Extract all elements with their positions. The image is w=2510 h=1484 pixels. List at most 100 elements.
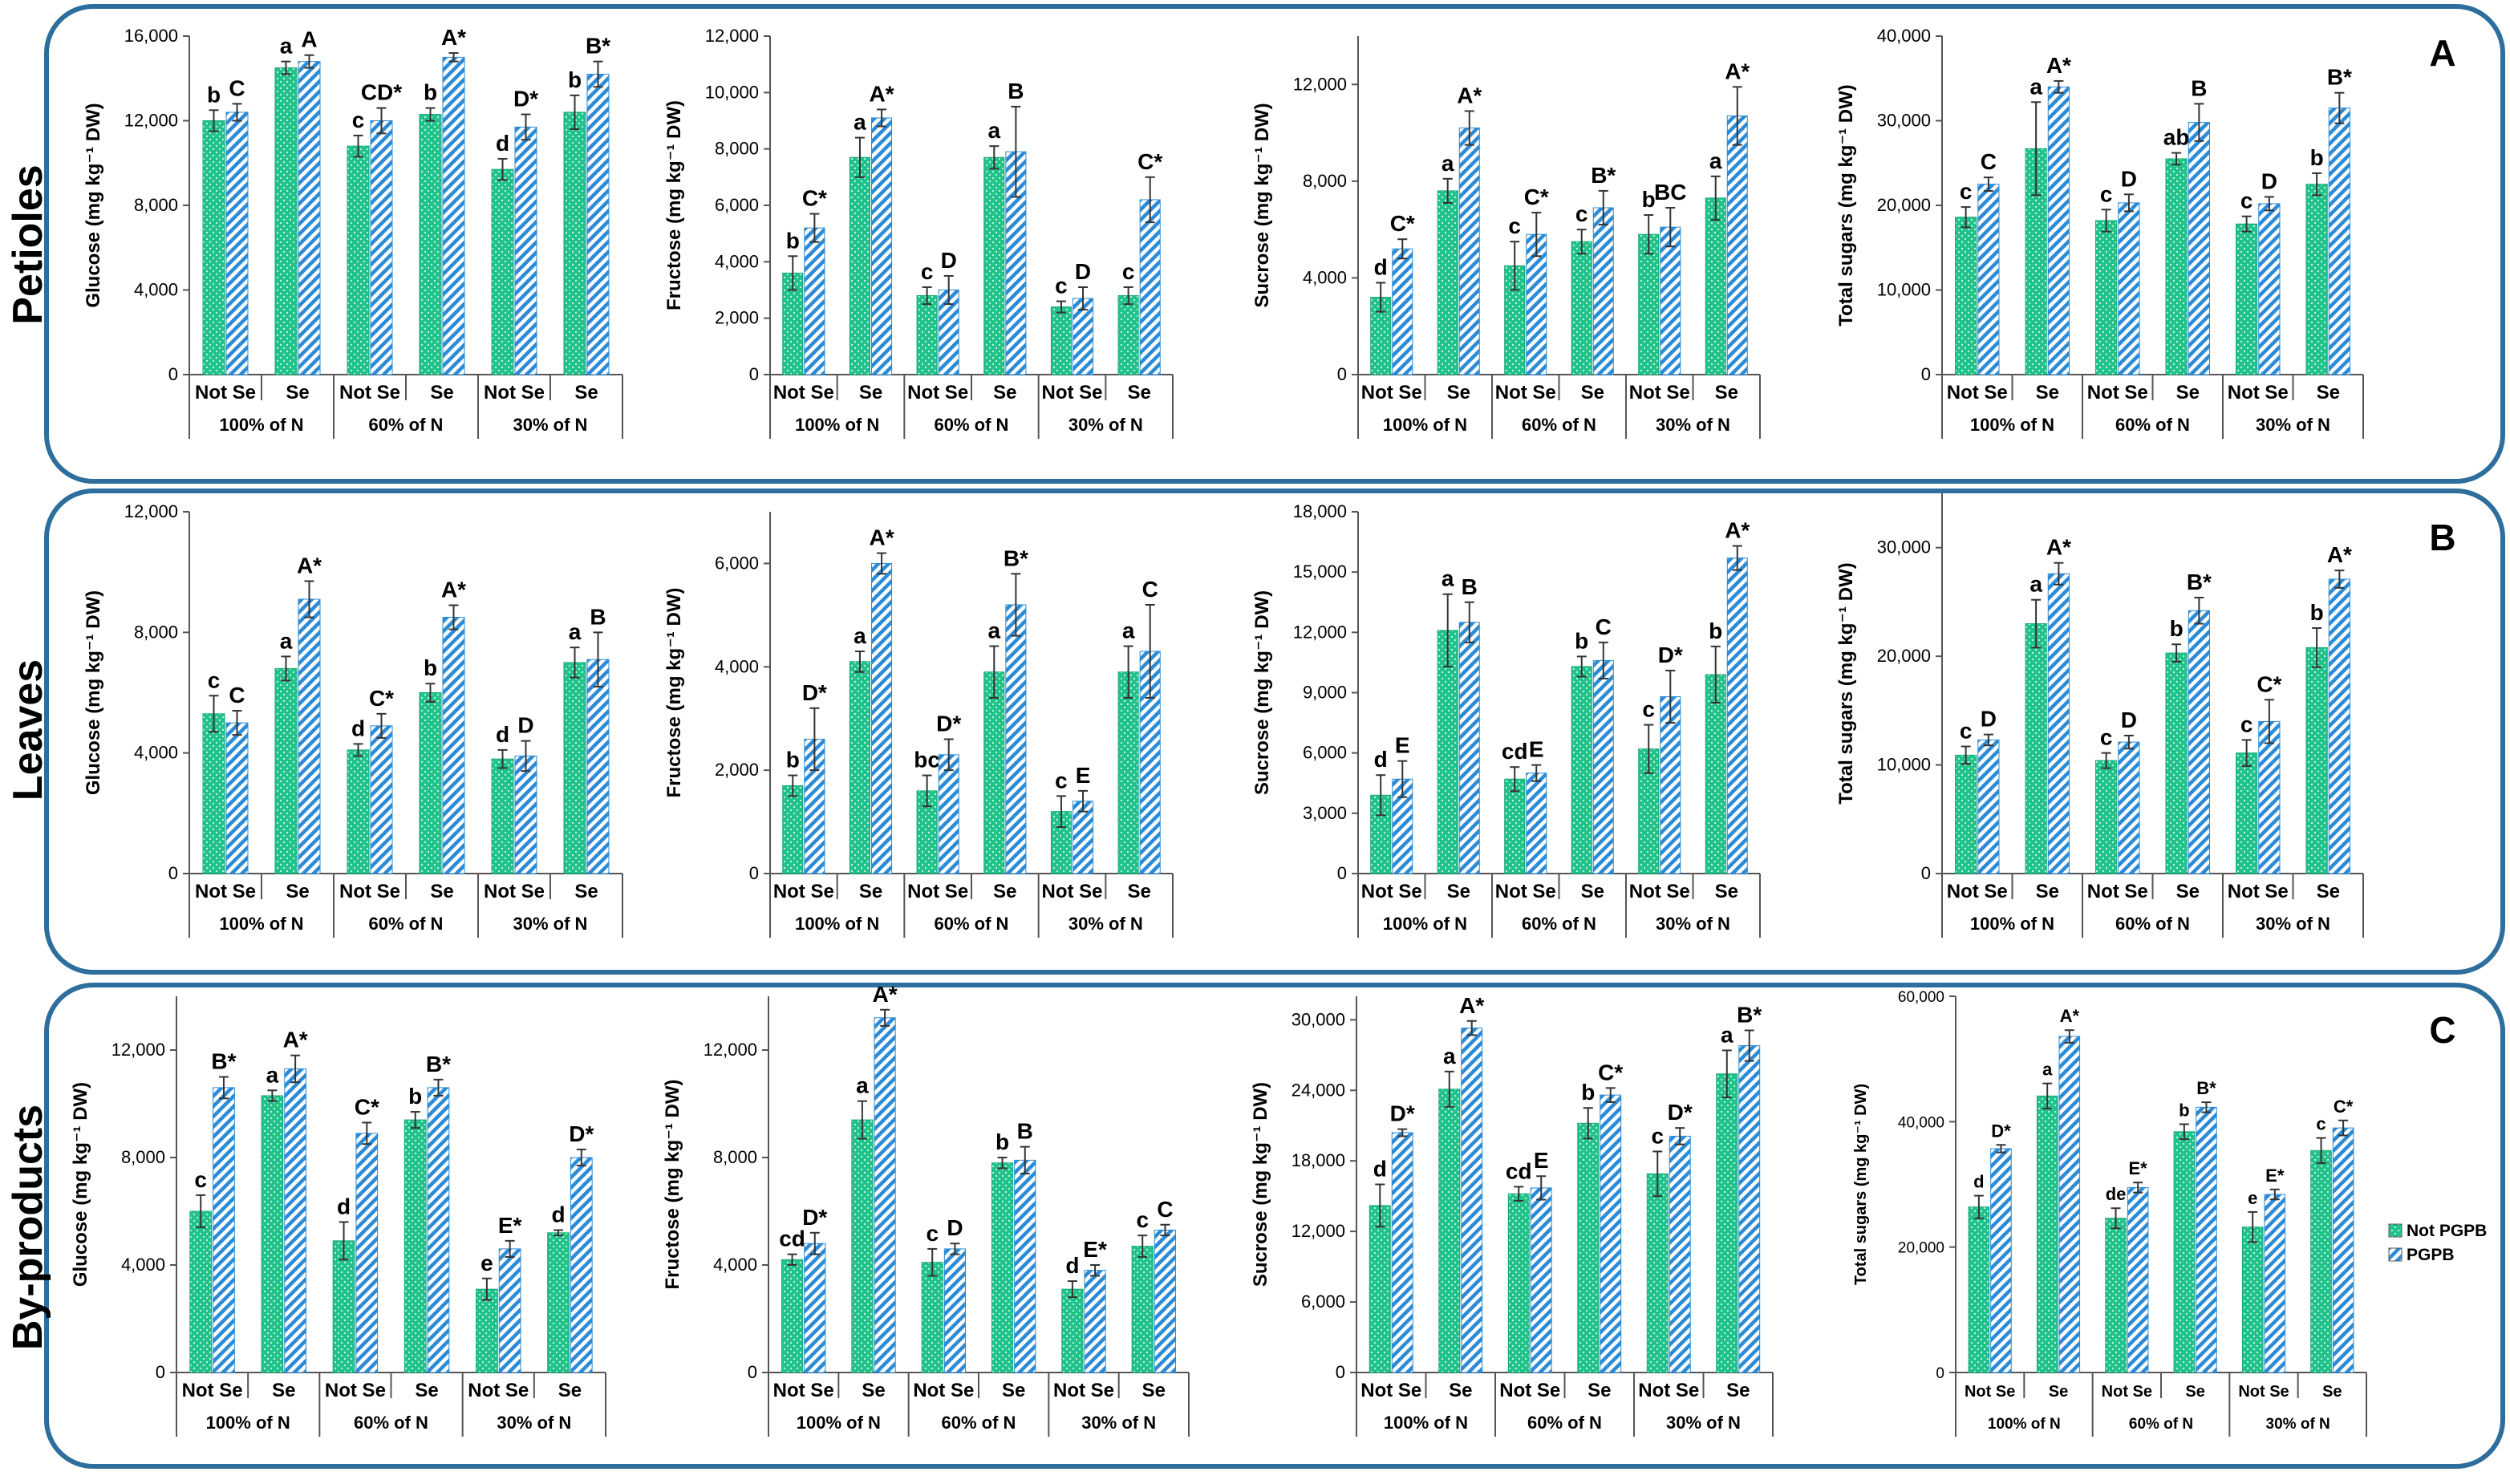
bar-not-pgpb [849,156,871,375]
bar-not-pgpb [2241,1227,2264,1373]
x-category-label: Not Se [2238,1383,2289,1401]
x-group-label: 100% of N [1383,415,1467,435]
bar-not-pgpb [1050,306,1073,375]
x-group-label: 100% of N [1384,1413,1468,1433]
significance-letter: B* [2187,570,2212,594]
significance-letter: c [1122,259,1135,284]
x-category-label: Se [1127,382,1150,403]
y-tick-label: 6,000 [1303,743,1347,763]
x-group-label: 60% of N [1527,1413,1602,1433]
x-group-label: 30% of N [513,914,588,934]
x-group-label: 100% of N [1988,1416,2061,1433]
x-category-label: Se [1447,881,1470,902]
bar-pgpb [586,659,610,874]
significance-letter: B [590,604,606,629]
x-category-label: Se [415,1380,438,1401]
y-tick-label: 10,000 [1877,280,1931,300]
bar-not-pgpb [274,67,298,375]
bar-pgpb [2328,107,2350,375]
bar-not-pgpb [1117,295,1139,375]
significance-letter: C* [369,686,394,711]
x-category-label: Not Se [1638,1380,1699,1401]
bar-pgpb [586,73,610,375]
y-tick-label: 16,000 [124,26,178,46]
significance-letter: d [1374,254,1388,279]
bar-pgpb [1461,1028,1483,1373]
organ-label-leaves: Leaves [5,659,51,801]
significance-letter: a [280,628,293,653]
x-group-label: 30% of N [1068,914,1143,934]
x-category-label: Se [286,382,309,403]
x-group-label: 30% of N [1666,1413,1741,1433]
significance-letter: b [2179,1100,2189,1120]
significance-letter: cd [1502,739,1528,764]
x-category-label: Not Se [1947,881,2008,902]
y-axis-title: Sucrose (mg kg⁻¹ DW) [1250,1082,1271,1287]
x-group-label: 30% of N [2266,1416,2330,1433]
significance-letter: b [568,67,582,92]
x-group-label: 30% of N [1068,415,1143,435]
significance-letter: C* [355,1094,379,1119]
bar-not-pgpb [1571,666,1592,874]
significance-letter: b [408,1084,422,1109]
bar-pgpb [1014,1159,1036,1373]
bar-not-pgpb [491,758,514,874]
x-group-label: 30% of N [2256,914,2330,934]
x-group-label: 60% of N [369,914,444,934]
bar-not-pgpb [1705,197,1726,375]
bar-not-pgpb [1577,1122,1600,1373]
significance-letter: CD* [361,80,402,105]
bar-not-pgpb [1638,233,1660,375]
organ-label-by-products: By-products [5,1105,51,1350]
significance-letter: a [854,110,866,135]
y-tick-label: 10,000 [1877,755,1931,775]
bar-not-pgpb [1437,190,1458,375]
x-category-label: Se [993,881,1016,902]
significance-letter: E [1534,1148,1549,1173]
significance-letter: E [1395,733,1410,758]
bar-pgpb [514,126,537,375]
bar-pgpb [570,1157,593,1373]
x-category-label: Not Se [913,1380,974,1401]
significance-letter: a [569,619,582,644]
bar-not-pgpb [2036,1095,2058,1373]
y-tick-label: 10,000 [705,82,759,102]
legend-swatch-pgpb [2388,1247,2403,1262]
significance-letter: d [1065,1253,1079,1278]
significance-letter: c [921,259,934,284]
x-category-label: Se [1142,1380,1166,1401]
x-category-label: Not Se [1499,1380,1560,1401]
bar-not-pgpb [851,1119,874,1373]
significance-letter: B* [1737,1003,1762,1028]
y-axis-title: Fructose (mg kg⁻¹ DW) [663,100,685,310]
y-tick-label: 2,000 [715,760,759,780]
significance-letter: b [1709,618,1722,643]
significance-letter: c [352,107,365,132]
x-category-label: Not Se [484,382,545,403]
significance-letter: a [854,623,866,648]
bar-pgpb [1600,1094,1622,1373]
bar-not-pgpb [1955,217,1977,375]
significance-letter: c [194,1167,207,1192]
significance-letter: a [1442,566,1454,591]
y-tick-label: 4,000 [1303,267,1347,287]
y-tick-label: 2,000 [715,308,759,328]
significance-letter: c [2240,189,2253,213]
bar-pgpb [1669,1135,1691,1373]
bar-pgpb [355,1133,379,1373]
x-group-label: 60% of N [1522,415,1596,435]
y-tick-label: 20,000 [1877,646,1931,666]
significance-letter: BC [1654,180,1686,205]
x-group-label: 100% of N [1970,914,2054,934]
x-category-label: Se [1715,881,1738,902]
y-tick-label: 12,000 [124,111,178,131]
significance-letter: d [496,131,509,156]
bar-pgpb [804,227,825,375]
bar-not-pgpb [1131,1246,1154,1373]
significance-letter: c [1055,768,1068,793]
y-tick-label: 12,000 [1293,622,1347,642]
bar-pgpb [1977,739,2000,874]
significance-letter: de [2106,1184,2127,1204]
bar-not-pgpb [2095,220,2118,375]
x-category-label: Not Se [773,382,834,403]
